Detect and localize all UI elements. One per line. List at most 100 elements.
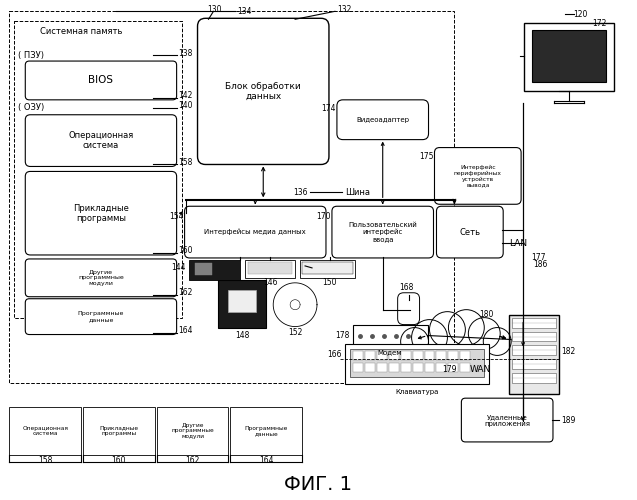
Bar — [512, 374, 556, 384]
Text: Системная память: Системная память — [40, 26, 122, 36]
Text: Модем: Модем — [378, 350, 402, 356]
Text: 179: 179 — [442, 365, 456, 374]
Bar — [245, 260, 295, 278]
Text: 138: 138 — [178, 48, 193, 58]
Bar — [194, 263, 213, 275]
Bar — [10, 407, 81, 455]
Text: Интерфейсы медиа данных: Интерфейсы медиа данных — [204, 229, 306, 235]
Text: 152: 152 — [288, 328, 303, 337]
Text: Клавиатура: Клавиатура — [395, 389, 438, 395]
FancyBboxPatch shape — [25, 61, 176, 100]
FancyBboxPatch shape — [25, 259, 176, 296]
Bar — [448, 352, 459, 360]
Bar — [350, 350, 484, 378]
Text: 162: 162 — [178, 288, 193, 298]
Bar — [448, 364, 459, 372]
Text: Пользовательский
интерфейс
ввода: Пользовательский интерфейс ввода — [348, 222, 417, 242]
Bar — [509, 314, 559, 394]
Text: 162: 162 — [185, 456, 200, 466]
Bar — [353, 324, 427, 346]
Bar — [14, 22, 182, 318]
Bar — [424, 364, 434, 372]
FancyBboxPatch shape — [434, 148, 521, 204]
Text: 146: 146 — [263, 278, 278, 287]
Text: 186: 186 — [533, 260, 547, 270]
Bar — [376, 364, 387, 372]
Bar — [424, 352, 434, 360]
FancyBboxPatch shape — [337, 100, 429, 140]
Text: Операционная
система: Операционная система — [22, 426, 68, 436]
Bar — [461, 352, 470, 360]
Text: 154: 154 — [169, 212, 183, 220]
Bar — [229, 290, 256, 312]
Text: Программные
данные: Программные данные — [78, 311, 124, 322]
Text: 174: 174 — [322, 104, 336, 114]
Text: 158: 158 — [38, 456, 52, 466]
Bar — [512, 332, 556, 342]
Text: 160: 160 — [178, 246, 193, 256]
Text: 175: 175 — [419, 152, 434, 161]
Text: 144: 144 — [171, 264, 185, 272]
Bar — [365, 364, 375, 372]
Bar — [512, 318, 556, 328]
Bar — [353, 352, 363, 360]
Bar — [401, 364, 411, 372]
Bar — [512, 346, 556, 356]
Text: Шина: Шина — [345, 188, 370, 197]
Text: 134: 134 — [238, 7, 252, 16]
Text: 136: 136 — [294, 188, 308, 197]
Text: Другие
программные
модули: Другие программные модули — [171, 422, 214, 440]
Bar — [157, 407, 229, 455]
Text: Другие
программные
модули: Другие программные модули — [78, 270, 124, 286]
Bar — [436, 364, 447, 372]
Text: 160: 160 — [111, 456, 126, 466]
FancyBboxPatch shape — [332, 206, 434, 258]
FancyBboxPatch shape — [436, 206, 503, 258]
Text: 130: 130 — [208, 5, 222, 14]
Text: BIOS: BIOS — [89, 76, 113, 86]
Bar — [83, 407, 155, 455]
Text: Программные
данные: Программные данные — [245, 426, 288, 436]
Text: Прикладные
программы: Прикладные программы — [99, 426, 138, 436]
Bar — [461, 364, 470, 372]
Text: Видеоадаптер: Видеоадаптер — [356, 116, 409, 122]
FancyBboxPatch shape — [397, 293, 420, 324]
Bar — [231, 407, 302, 455]
FancyBboxPatch shape — [197, 18, 329, 165]
Bar — [389, 352, 399, 360]
Text: 189: 189 — [561, 416, 575, 424]
Text: 166: 166 — [327, 350, 342, 359]
Bar — [189, 260, 240, 280]
Text: 177: 177 — [531, 254, 545, 262]
Text: ( ОЗУ): ( ОЗУ) — [18, 104, 45, 112]
Bar — [10, 12, 454, 384]
Text: 150: 150 — [323, 278, 337, 287]
Text: 120: 120 — [573, 10, 587, 19]
FancyBboxPatch shape — [185, 206, 326, 258]
Text: WAN: WAN — [469, 365, 490, 374]
Text: 182: 182 — [561, 347, 575, 356]
Text: Операционная
система: Операционная система — [68, 131, 134, 150]
Bar — [376, 352, 387, 360]
Text: 142: 142 — [178, 92, 193, 100]
Text: 158: 158 — [178, 158, 193, 167]
Bar — [302, 262, 353, 274]
Bar — [524, 24, 613, 91]
Text: Прикладные
программы: Прикладные программы — [73, 204, 129, 223]
Text: Интерфейс
периферийных
устройств
вывода: Интерфейс периферийных устройств вывода — [454, 164, 502, 188]
Bar — [345, 344, 489, 384]
FancyBboxPatch shape — [25, 172, 176, 255]
Bar — [365, 352, 375, 360]
FancyBboxPatch shape — [25, 115, 176, 166]
FancyBboxPatch shape — [25, 298, 176, 334]
Bar — [353, 364, 363, 372]
Bar — [300, 260, 355, 278]
Bar — [248, 262, 292, 274]
Text: 168: 168 — [399, 284, 414, 292]
Text: 164: 164 — [178, 326, 193, 335]
Text: Блок обработки
данных: Блок обработки данных — [225, 82, 301, 101]
Bar — [389, 364, 399, 372]
Text: Сеть: Сеть — [459, 228, 480, 236]
Text: Удаленные
приложения: Удаленные приложения — [484, 414, 530, 426]
Text: 172: 172 — [592, 19, 606, 28]
